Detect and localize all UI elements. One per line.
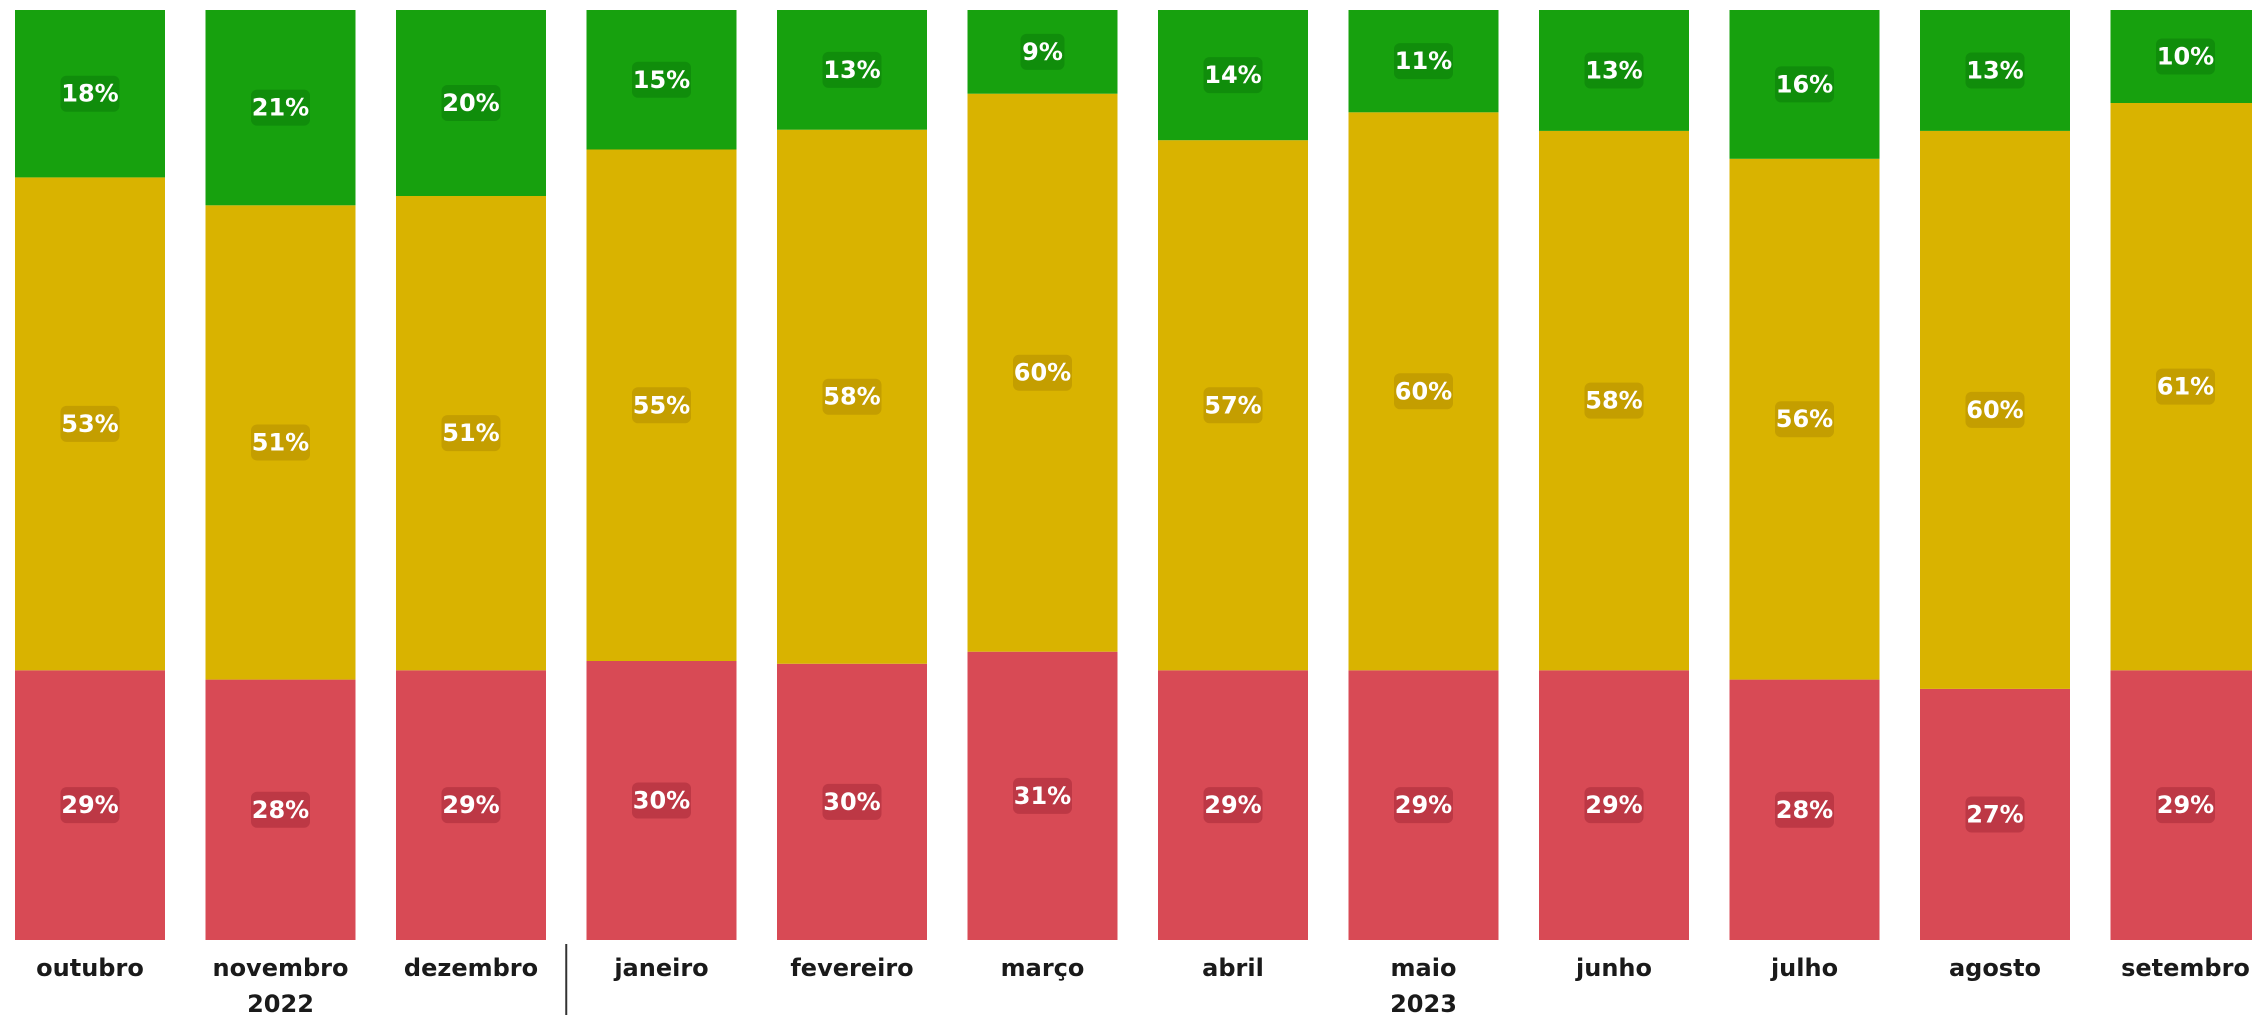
data-label-background [60, 787, 120, 824]
data-label: 10% [2157, 43, 2214, 71]
data-label-background [1965, 796, 2025, 833]
data-label-background [60, 405, 120, 442]
data-label: 11% [1395, 47, 1452, 75]
data-label: 29% [1395, 791, 1452, 819]
data-label: 30% [823, 788, 880, 816]
category-tick-label: julho [1770, 954, 1838, 982]
category-tick-label: março [1001, 954, 1085, 982]
data-label-background [441, 415, 501, 452]
data-label: 13% [1585, 56, 1642, 84]
data-label-background [632, 782, 691, 819]
category-tick-label: junho [1575, 954, 1652, 982]
category-tick-label: fevereiro [790, 954, 913, 982]
category-tick-label: setembro [2121, 954, 2250, 982]
data-label: 31% [1014, 782, 1071, 810]
category-tick-label: janeiro [613, 954, 708, 982]
data-label-background [1584, 787, 1644, 824]
data-label-background [1965, 52, 2025, 89]
category-tick-label: dezembro [404, 954, 538, 982]
data-label: 60% [1395, 377, 1452, 405]
data-label-background [441, 85, 501, 121]
data-label: 15% [633, 66, 690, 94]
data-label: 14% [1204, 61, 1261, 89]
data-label: 58% [823, 383, 880, 411]
data-label: 16% [1776, 70, 1833, 98]
data-label: 61% [2157, 373, 2214, 401]
data-label-background [1775, 791, 1834, 828]
category-tick-label: novembro [212, 954, 348, 982]
data-label: 28% [1776, 796, 1833, 824]
data-label: 29% [2157, 791, 2214, 819]
data-label-background [1394, 787, 1453, 824]
data-label: 57% [1204, 391, 1261, 419]
data-label: 28% [252, 796, 309, 824]
data-label: 55% [633, 391, 690, 419]
data-label-background [632, 387, 691, 424]
data-label: 18% [61, 80, 118, 108]
data-label-background [1775, 66, 1834, 103]
year-label: 2023 [1390, 990, 1457, 1015]
data-label-background [2156, 787, 2215, 824]
data-label-background [1203, 387, 1263, 424]
category-tick-label: maio [1391, 954, 1457, 982]
data-label-background [822, 783, 882, 820]
data-label-background [1394, 373, 1453, 410]
data-label-background [1203, 787, 1263, 824]
data-label-background [1203, 57, 1263, 94]
year-label: 2022 [247, 990, 314, 1015]
data-label: 56% [1776, 405, 1833, 433]
data-label-background [822, 378, 882, 415]
data-label-background [822, 51, 882, 88]
data-label: 51% [442, 419, 499, 447]
x-axis: outubro novembro dezembro janeiro fevereiro m… [36, 944, 2250, 1015]
data-label: 60% [1966, 396, 2023, 424]
data-label-background [1584, 52, 1644, 89]
data-label: 53% [61, 410, 118, 438]
data-label-background [1394, 43, 1453, 80]
data-label: 29% [1585, 791, 1642, 819]
data-label: 21% [252, 94, 309, 122]
data-label: 13% [823, 56, 880, 84]
data-label-background [251, 89, 310, 126]
data-label: 29% [1204, 791, 1261, 819]
data-label: 20% [442, 89, 499, 117]
data-label: 9% [1022, 38, 1063, 66]
data-label: 29% [442, 791, 499, 819]
category-tick-label: abril [1202, 954, 1264, 982]
category-tick-label: outubro [36, 954, 144, 982]
data-label: 58% [1585, 387, 1642, 415]
data-label-background [1013, 777, 1072, 814]
data-label-background [60, 75, 120, 112]
data-label-background [2156, 368, 2215, 405]
data-label: 30% [633, 787, 690, 815]
data-label-background [2156, 38, 2215, 75]
data-label: 51% [252, 428, 309, 456]
bars-group [15, 10, 2252, 940]
data-label: 60% [1014, 359, 1071, 387]
data-label-background [1013, 354, 1072, 391]
data-label-background [1584, 382, 1644, 419]
data-label: 27% [1966, 800, 2023, 828]
data-labels-group: 29% 53% 18% 28% 51% 21% 29% 51% 20% 30% 55% 15% 30% 5… [60, 33, 2215, 833]
data-label: 13% [1966, 56, 2023, 84]
data-label-background [441, 787, 501, 824]
data-label-background [1965, 391, 2025, 428]
data-label-background [251, 424, 310, 461]
data-label: 29% [61, 791, 118, 819]
data-label-background [632, 61, 691, 98]
category-tick-label: agosto [1949, 954, 2041, 982]
data-label-background [1775, 401, 1834, 438]
data-label-background [1020, 33, 1065, 70]
data-label-background [251, 791, 310, 828]
